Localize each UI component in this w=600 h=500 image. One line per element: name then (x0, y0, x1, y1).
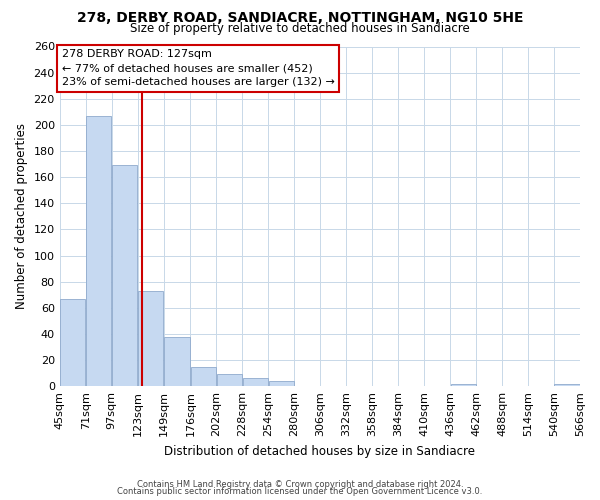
Text: Size of property relative to detached houses in Sandiacre: Size of property relative to detached ho… (130, 22, 470, 35)
Text: Contains public sector information licensed under the Open Government Licence v3: Contains public sector information licen… (118, 487, 482, 496)
Bar (112, 166, 137, 386)
Bar (217, 374, 242, 386)
Bar (86, 116, 111, 386)
Bar (243, 378, 268, 386)
Bar (554, 384, 580, 386)
Bar (138, 291, 163, 386)
Bar (60, 298, 85, 386)
Bar (191, 366, 216, 386)
Bar (451, 384, 476, 386)
Bar (269, 381, 294, 386)
Text: 278 DERBY ROAD: 127sqm
← 77% of detached houses are smaller (452)
23% of semi-de: 278 DERBY ROAD: 127sqm ← 77% of detached… (62, 49, 335, 87)
X-axis label: Distribution of detached houses by size in Sandiacre: Distribution of detached houses by size … (164, 444, 475, 458)
Text: 278, DERBY ROAD, SANDIACRE, NOTTINGHAM, NG10 5HE: 278, DERBY ROAD, SANDIACRE, NOTTINGHAM, … (77, 11, 523, 25)
Y-axis label: Number of detached properties: Number of detached properties (15, 124, 28, 310)
Bar (164, 336, 190, 386)
Text: Contains HM Land Registry data © Crown copyright and database right 2024.: Contains HM Land Registry data © Crown c… (137, 480, 463, 489)
